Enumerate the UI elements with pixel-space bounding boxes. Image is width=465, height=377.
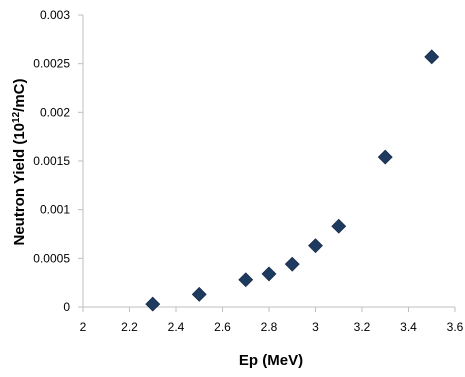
- y-axis-title: Neutron Yield (1012/mC): [11, 79, 28, 246]
- x-axis-title: Ep (MeV): [239, 352, 303, 369]
- data-point-diamond: [192, 287, 206, 301]
- data-point-diamond: [425, 50, 439, 64]
- x-tick-label: 3: [312, 320, 319, 334]
- data-point-diamond: [262, 267, 276, 281]
- x-tick-label: 3.4: [400, 320, 417, 334]
- data-point-diamond: [332, 219, 346, 233]
- y-tick-label: 0.001: [40, 203, 70, 217]
- x-tick-label: 2: [80, 320, 87, 334]
- x-tick-label: 2.8: [261, 320, 278, 334]
- data-point-diamond: [309, 239, 323, 253]
- y-axis: 0 0.0005 0.001 0.0015 0.002 0.0025 0.003: [33, 8, 83, 314]
- x-tick-label: 2.6: [214, 320, 231, 334]
- data-point-diamond: [146, 297, 160, 311]
- x-tick-label: 3.6: [447, 320, 464, 334]
- y-tick-label: 0: [63, 300, 70, 314]
- data-point-diamond: [239, 273, 253, 287]
- x-tick-label: 2.2: [121, 320, 138, 334]
- data-points: [146, 50, 439, 311]
- y-tick-label: 0.003: [40, 8, 70, 22]
- y-axis-title-superscript: 12: [11, 111, 22, 123]
- data-point-diamond: [285, 257, 299, 271]
- y-axis-title-suffix: /mC): [11, 79, 28, 112]
- y-tick-label: 0.0005: [33, 251, 70, 265]
- x-axis: 2 2.2 2.4 2.6 2.8 3 3.2 3.4 3.6: [80, 307, 464, 334]
- y-tick-label: 0.0015: [33, 154, 70, 168]
- data-point-diamond: [378, 150, 392, 164]
- y-tick-label: 0.002: [40, 105, 70, 119]
- y-axis-title-prefix: Neutron Yield (10: [11, 123, 28, 246]
- x-tick-label: 3.2: [354, 320, 371, 334]
- y-tick-label: 0.0025: [33, 57, 70, 71]
- x-tick-label: 2.4: [168, 320, 185, 334]
